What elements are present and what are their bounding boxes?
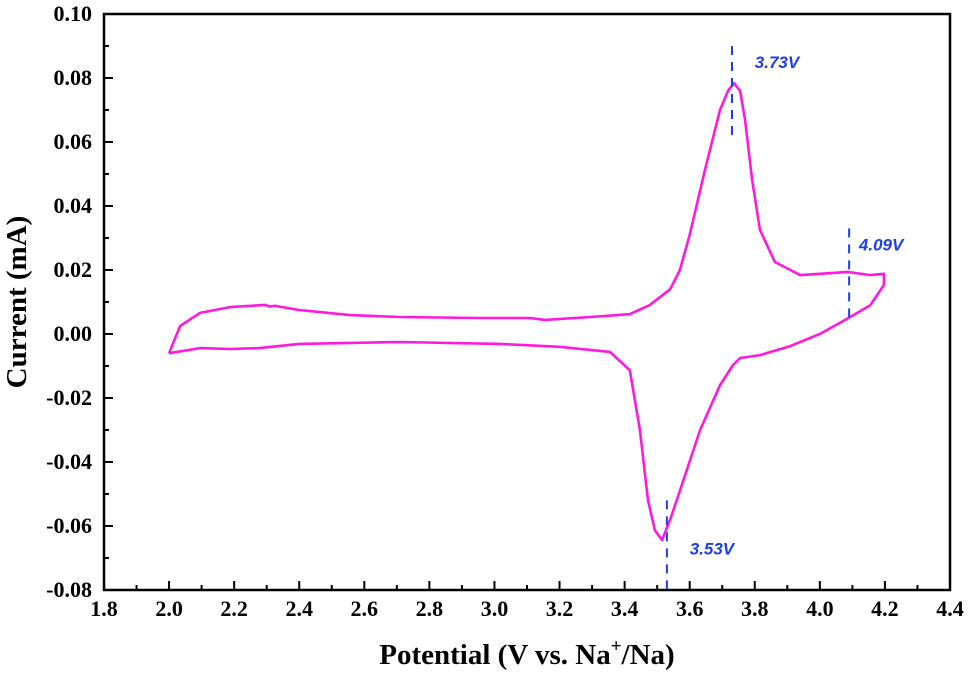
y-tick-label: -0.06 [46,513,92,538]
peak-label: 4.09V [858,235,905,254]
y-axis-title: Current (mA) [1,216,33,389]
x-tick-label: 2.6 [351,596,379,621]
x-tick-label: 3.8 [741,596,769,621]
x-tick-label: 2.2 [220,596,248,621]
x-tick-label: 2.8 [416,596,444,621]
plot-frame [102,12,952,592]
peak-label: 3.53V [690,539,736,558]
x-tick-label: 1.8 [90,596,118,621]
y-tick-label: 0.02 [54,257,93,282]
x-tick-label: 3.4 [611,596,639,621]
x-axis-title: Potential (V vs. Na+/Na) [379,636,674,671]
plot-marks: 3.73V 4.09V 3.53V [167,46,905,590]
x-tick-label: 2.4 [285,596,313,621]
y-tick-label: -0.08 [46,577,92,602]
y-tick-label: 0.00 [54,321,93,346]
x-tick-label: 4.4 [936,596,964,621]
x-tick-label: 3.6 [676,596,704,621]
cv-curve-line [167,81,886,542]
x-axis-title-tail: /Na) [621,639,675,671]
y-tick-label: 0.08 [54,65,93,90]
x-tick-label: 4.0 [806,596,834,621]
x-tick-label: 4.2 [871,596,899,621]
x-axis-title-sup: + [611,636,622,657]
x-tick-label: 2.0 [155,596,183,621]
y-tick-label: -0.04 [46,449,92,474]
x-tick-label: 3.2 [546,596,574,621]
axes: 1.8 2.0 2.2 2.4 2.6 2.8 3.0 3.2 3.4 3.6 3.8 4.0 4.2 4… [46,1,964,621]
x-axis-title-main: Potential (V vs. Na [379,639,611,671]
x-tick-label: 3.0 [481,596,509,621]
y-tick-label: -0.02 [46,385,92,410]
y-tick-label: 0.06 [54,129,93,154]
y-tick-label: 0.10 [54,1,93,26]
peak-label: 3.73V [755,53,801,72]
y-tick-label: 0.04 [54,193,93,218]
